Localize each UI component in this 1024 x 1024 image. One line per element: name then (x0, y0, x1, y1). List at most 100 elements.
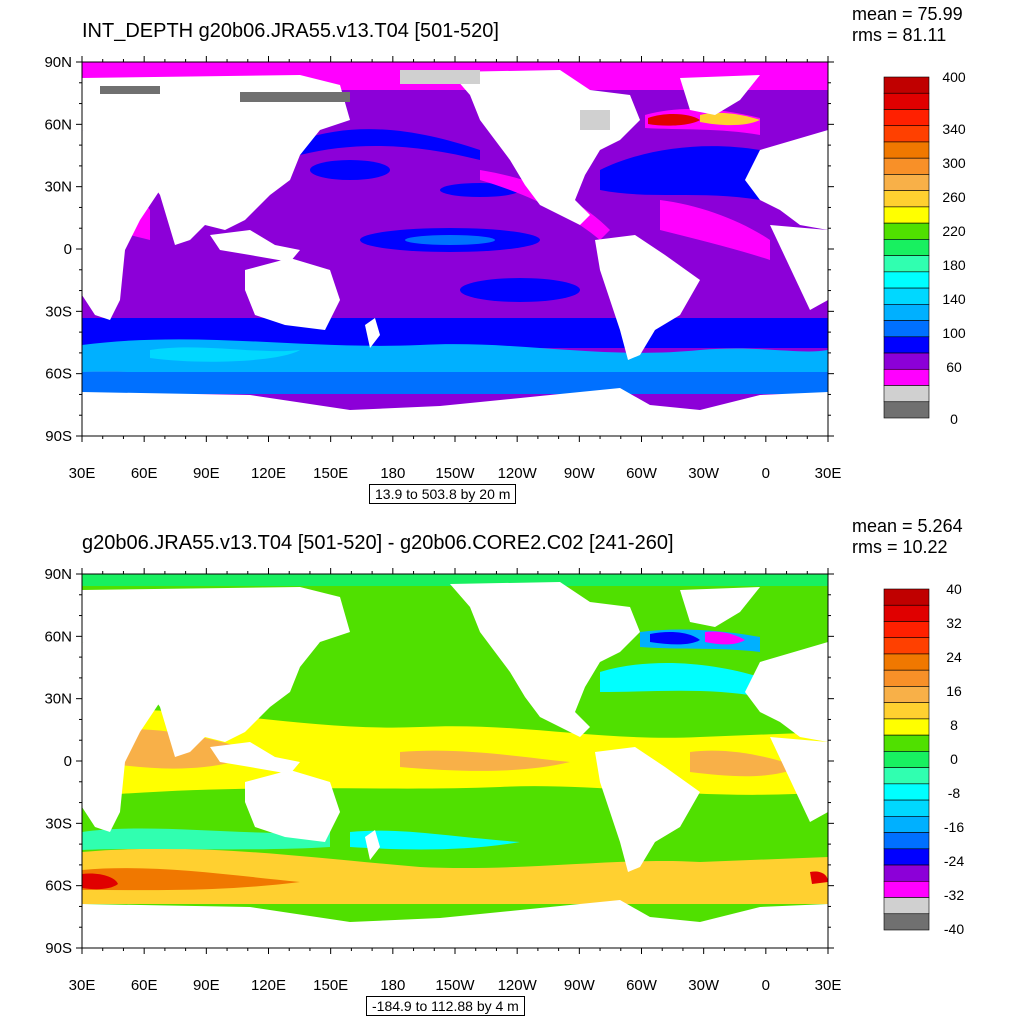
lon-tick-label: 120W (498, 977, 538, 994)
land-indonesia (210, 230, 300, 262)
lat-tick-label: 90S (45, 940, 72, 957)
lon-tick-label: 30W (688, 977, 720, 994)
panel-int-depth: INT_DEPTH g20b06.JRA55.v13.T04 [501-520]… (44, 4, 966, 504)
land-north-america (450, 70, 640, 225)
lon-tick-label: 30E (69, 465, 96, 482)
colorbar-label: 60 (946, 359, 962, 375)
colorbar-swatch (883, 686, 930, 703)
field-region (705, 631, 745, 645)
colorbar: 40 32 24 16 8 0 -8 -16 -24 -32 -40 (883, 581, 964, 937)
lat-tick-label: 30S (45, 815, 72, 832)
lon-tick-label: 30E (69, 977, 96, 994)
colorbar-swatch (883, 190, 930, 208)
field-region (405, 235, 495, 245)
colorbar-swatch (883, 783, 930, 801)
lon-tick-label: 150E (313, 465, 348, 482)
colorbar-swatch (883, 880, 930, 898)
colorbar-swatch (883, 588, 930, 606)
map-plot: 90N 60N 30N 0 30S 60S 90S 30E 60E 90E 120E 150E 180 1… (44, 566, 964, 994)
field-region (690, 750, 800, 777)
colorbar-swatch (883, 767, 930, 785)
land-antarctica (82, 388, 828, 436)
land-indonesia (210, 742, 300, 774)
lat-tick-label: 0 (64, 241, 72, 258)
lon-tick-label: 150W (435, 465, 475, 482)
field-region (82, 828, 330, 850)
colorbar-label: 40 (946, 581, 962, 597)
land-africa (82, 130, 160, 320)
lon-tick-label: 150W (435, 977, 475, 994)
land-new-zealand (365, 318, 380, 348)
colorbar-swatch (883, 604, 930, 622)
lon-tick-label: 90E (193, 977, 220, 994)
field-region (650, 632, 700, 645)
colorbar-swatch (883, 287, 930, 305)
land-india (160, 707, 190, 757)
field-region (310, 160, 390, 180)
field-region (700, 112, 760, 126)
land-africa-west (770, 225, 828, 310)
colorbar-label: 0 (950, 411, 958, 427)
lon-tick-label: 90E (193, 465, 220, 482)
land-greenland (680, 587, 760, 627)
colorbar-swatch (883, 734, 930, 752)
colorbar-swatch (883, 816, 930, 833)
map-axes: 90N 60N 30N 0 30S 60S 90S 30E 60E 90E 120E 150E 180 1… (44, 566, 841, 994)
lon-tick-label: 60E (131, 977, 158, 994)
colorbar-label: 16 (946, 683, 962, 699)
land-europe-africa (745, 642, 828, 742)
field-region (400, 70, 480, 84)
land-eurasia (82, 587, 350, 752)
map-field (82, 62, 828, 436)
panel-title: g20b06.JRA55.v13.T04 [501-520] - g20b06.… (82, 532, 674, 554)
lon-tick-label: 90W (564, 465, 596, 482)
colorbar-swatch (883, 702, 930, 720)
field-region (150, 347, 300, 362)
lon-tick-label: 120E (251, 465, 286, 482)
land-europe-africa (745, 130, 828, 230)
colorbar-swatch (883, 141, 930, 159)
land-australia (245, 258, 340, 330)
land-south-america (595, 235, 700, 360)
lat-tick-label: 60N (44, 116, 72, 133)
lat-tick-label: 30N (44, 179, 72, 196)
map-plot: 90N 60N 30N 0 30S 60S 90S 30E 60E 90E 120E 150E 180 1… (44, 54, 966, 482)
colorbar-swatch (883, 271, 930, 289)
lat-tick-label: 60N (44, 628, 72, 645)
colorbar-swatch (883, 669, 930, 687)
land-antarctica (82, 900, 828, 948)
lon-tick-label: 90W (564, 977, 596, 994)
lon-tick-label: 0 (762, 977, 770, 994)
field-region (440, 183, 520, 197)
land-australia (245, 770, 340, 842)
colorbar-label: 260 (942, 189, 966, 205)
mean-label: mean = 5.264 (852, 516, 963, 536)
colorbar-swatch (883, 174, 930, 191)
field-region (240, 92, 350, 102)
colorbar-label: 180 (942, 257, 966, 273)
lat-tick-label: 60S (45, 878, 72, 895)
colorbar-swatch (883, 222, 930, 240)
lat-tick-label: 90N (44, 566, 72, 583)
land-india (160, 195, 190, 245)
field-region (82, 339, 828, 383)
field-region (82, 868, 300, 891)
lat-tick-label: 0 (64, 753, 72, 770)
colorbar-swatch (883, 385, 930, 403)
colorbar-label: 340 (942, 121, 966, 137)
contour-range-label: -184.9 to 112.88 by 4 m (366, 996, 525, 1016)
map-axes: 90N 60N 30N 0 30S 60S 90S 30E 60E 90E 120E 150E 180 1… (44, 54, 841, 482)
field-region (660, 200, 770, 260)
colorbar-label: 400 (942, 69, 966, 85)
colorbar-swatch (883, 897, 930, 915)
colorbar-label: 0 (950, 751, 958, 767)
lon-tick-label: 150E (313, 977, 348, 994)
colorbar-label: 32 (946, 615, 962, 631)
colorbar-swatch (883, 401, 930, 419)
lat-tick-label: 90N (44, 54, 72, 71)
colorbar-swatch (883, 304, 930, 321)
colorbar-label: -32 (944, 887, 964, 903)
colorbar-swatch (883, 352, 930, 370)
colorbar-swatch (883, 239, 930, 256)
lon-tick-label: 60E (131, 465, 158, 482)
